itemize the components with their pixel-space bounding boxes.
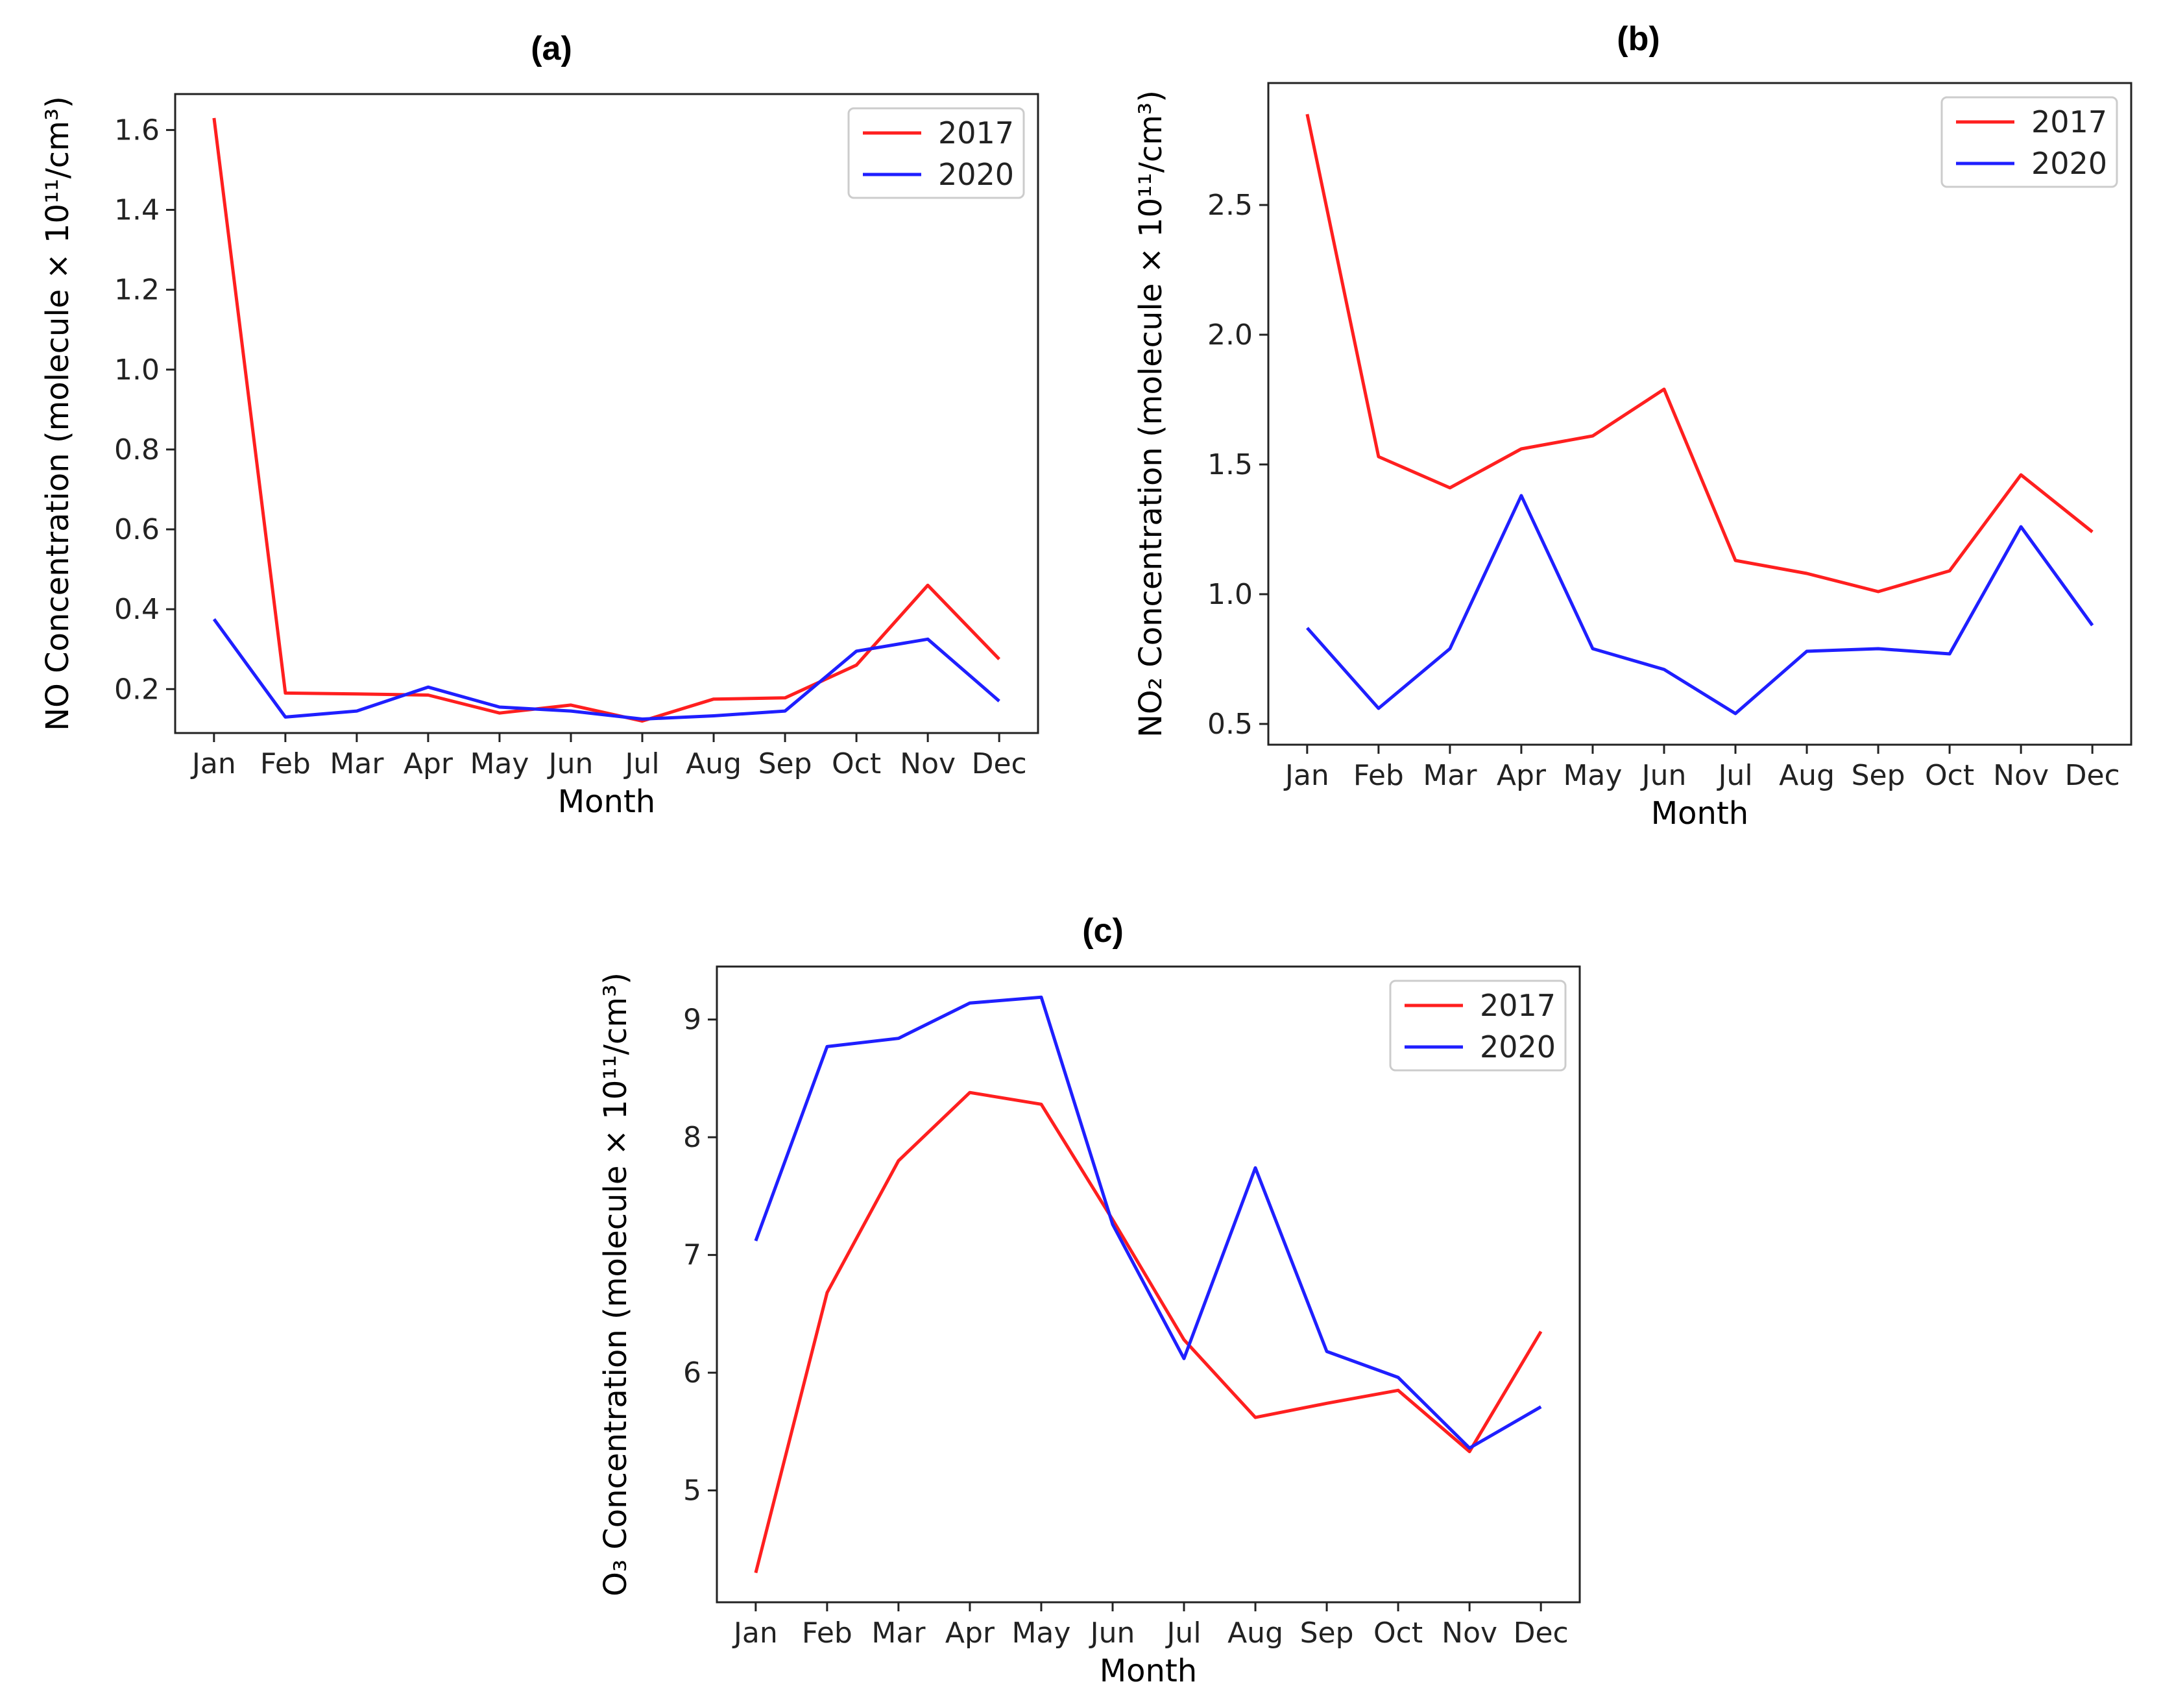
x-tick-label: Oct bbox=[1373, 1617, 1423, 1650]
x-tick-label: May bbox=[1563, 759, 1622, 792]
x-tick-label: Mar bbox=[1423, 759, 1477, 792]
x-tick-label: Sep bbox=[1300, 1617, 1354, 1650]
x-tick-label: Oct bbox=[1925, 759, 1974, 792]
panel-label-c: (c) bbox=[1082, 912, 1124, 950]
x-tick-label: Mar bbox=[330, 747, 384, 780]
y-tick-label: 0.4 bbox=[114, 593, 160, 626]
no-line-chart: 0.2 0.4 0.6 0.8 1.0 1.2 1.4 1.6 Jan Feb Mar Apr May J… bbox=[40, 93, 1039, 820]
x-tick-label: May bbox=[1011, 1617, 1070, 1650]
chart-panel-c: (c) 5 6 7 8 9 Jan Feb Mar Apr May Jun Jul Aug Sep Oct N… bbox=[551, 889, 1654, 1708]
y-axis-title: NO₂ Concentration (molecule × 10¹¹/cm³) bbox=[1133, 90, 1169, 738]
y-tick-label: 1.6 bbox=[114, 114, 160, 147]
x-tick-label: Apr bbox=[945, 1617, 995, 1650]
x-tick-label: Jun bbox=[1089, 1617, 1135, 1650]
x-tick-label: Jan bbox=[1283, 759, 1329, 792]
x-tick-label: Aug bbox=[1779, 759, 1835, 792]
x-tick-label: Nov bbox=[1442, 1617, 1497, 1650]
x-tick-label: Jan bbox=[732, 1617, 778, 1650]
x-axis-title: Month bbox=[1100, 1653, 1197, 1689]
chart-panel-b: (b) 0.5 1.0 1.5 2.0 2.5 Jan Feb Mar Apr May Jun Jul… bbox=[1103, 0, 2174, 843]
x-tick-label: Jun bbox=[1640, 759, 1687, 792]
y-tick-label: 1.2 bbox=[114, 274, 160, 307]
x-tick-label: Dec bbox=[972, 747, 1027, 780]
y-tick-label: 0.6 bbox=[114, 513, 160, 546]
legend-label-2020: 2020 bbox=[1480, 1029, 1556, 1064]
plot-frame bbox=[716, 965, 1581, 1604]
x-tick-label: Jul bbox=[1716, 759, 1752, 792]
panel-label-b: (b) bbox=[1617, 20, 1660, 58]
x-tick-label: Jan bbox=[190, 747, 236, 780]
y-axis-title: O₃ Concentration (molecule × 10¹¹/cm³) bbox=[598, 972, 634, 1596]
legend-label-2017: 2017 bbox=[2031, 104, 2107, 139]
series-line-2020 bbox=[754, 995, 1542, 1450]
y-tick-label: 1.0 bbox=[1207, 578, 1253, 611]
x-tick-label: Oct bbox=[832, 747, 881, 780]
x-tick-label: Jun bbox=[547, 747, 594, 780]
plot-frame bbox=[1267, 82, 2132, 746]
x-tick-label: Dec bbox=[2065, 759, 2120, 792]
x-tick-label: Mar bbox=[871, 1617, 926, 1650]
y-tick-label: 7 bbox=[683, 1239, 701, 1272]
legend-label-2020: 2020 bbox=[2031, 146, 2107, 181]
y-axis-title: NO Concentration (molecule × 10¹¹/cm³) bbox=[40, 96, 76, 731]
x-tick-label: Apr bbox=[404, 747, 453, 780]
y-tick-label: 5 bbox=[683, 1474, 701, 1508]
y-tick-label: 0.5 bbox=[1207, 708, 1253, 741]
y-tick-label: 0.2 bbox=[114, 673, 160, 706]
x-tick-label: Nov bbox=[900, 747, 956, 780]
no2-line-chart: 0.5 1.0 1.5 2.0 2.5 Jan Feb Mar Apr May Jun Jul Aug S… bbox=[1133, 82, 2132, 832]
y-tick-label: 1.0 bbox=[114, 354, 160, 387]
x-tick-label: Jul bbox=[1165, 1617, 1201, 1650]
x-tick-label: Dec bbox=[1514, 1617, 1569, 1650]
series-line-2017 bbox=[1305, 114, 2094, 594]
x-axis-title: Month bbox=[1651, 795, 1748, 832]
y-tick-label: 0.8 bbox=[114, 433, 160, 466]
o3-line-chart: 5 6 7 8 9 Jan Feb Mar Apr May Jun Jul Aug Sep Oct Nov De… bbox=[598, 965, 1581, 1689]
y-tick-label: 8 bbox=[683, 1121, 701, 1154]
x-tick-label: Jul bbox=[623, 747, 659, 780]
y-tick-label: 2.5 bbox=[1207, 189, 1253, 222]
y-tick-label: 9 bbox=[683, 1004, 701, 1037]
panel-label-a: (a) bbox=[531, 30, 572, 67]
y-tick-label: 2.0 bbox=[1207, 319, 1253, 352]
y-tick-label: 1.4 bbox=[114, 194, 160, 227]
x-tick-label: Feb bbox=[802, 1617, 852, 1650]
x-tick-label: Feb bbox=[260, 747, 311, 780]
series-line-2017 bbox=[754, 1090, 1543, 1574]
x-tick-label: Sep bbox=[758, 747, 812, 780]
series-line-2017 bbox=[212, 117, 1000, 723]
legend-label-2017: 2017 bbox=[938, 115, 1014, 150]
x-tick-label: May bbox=[470, 747, 529, 780]
series-line-2020 bbox=[1306, 494, 2094, 716]
x-tick-label: Aug bbox=[1227, 1617, 1283, 1650]
plot-frame bbox=[174, 93, 1039, 734]
series-line-2020 bbox=[212, 618, 1000, 721]
legend-label-2020: 2020 bbox=[938, 157, 1014, 192]
x-axis-title: Month bbox=[558, 784, 655, 820]
chart-panel-a: (a) 0.2 0.4 0.6 0.8 1.0 1.2 1.4 1.6 Jan Feb Mar Apr… bbox=[0, 0, 1103, 843]
x-tick-label: Feb bbox=[1353, 759, 1404, 792]
x-tick-label: Aug bbox=[686, 747, 742, 780]
x-tick-label: Apr bbox=[1497, 759, 1547, 792]
y-tick-label: 1.5 bbox=[1207, 448, 1253, 481]
legend-label-2017: 2017 bbox=[1480, 988, 1556, 1023]
x-tick-label: Nov bbox=[1993, 759, 2049, 792]
y-tick-label: 6 bbox=[683, 1356, 701, 1389]
x-tick-label: Sep bbox=[1852, 759, 1905, 792]
